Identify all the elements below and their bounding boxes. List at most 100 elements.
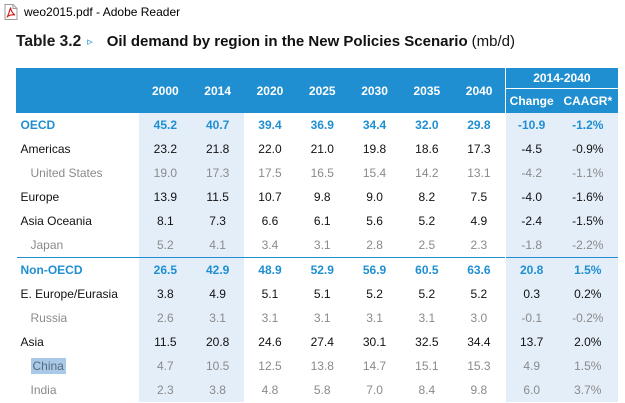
value-cell: 21.0: [310, 142, 334, 156]
region-cell: Asia Oceania: [17, 209, 140, 233]
year-header: 2020: [243, 68, 297, 113]
value-cell: 17.3: [467, 142, 491, 156]
value-cell: 21.8: [191, 137, 244, 161]
region-label: Russia: [30, 311, 68, 325]
value-cell: 36.9: [310, 118, 334, 132]
region-label: Americas: [20, 142, 71, 156]
value-cell: 3.4: [261, 238, 279, 252]
table-row: China 4.7 10.5 12.5 13.8 14.7 15.1 15.3 4.9 1.5%: [17, 354, 618, 378]
caagr-cell: -1.1%: [557, 161, 618, 185]
value-cell: 14.2: [415, 166, 439, 180]
value-cell: 26.5: [139, 257, 192, 282]
value-cell: 10.5: [191, 354, 244, 378]
table-row: India 2.3 3.8 4.8 5.8 7.0 8.4 9.8 6.0 3.7%: [17, 378, 618, 402]
value-cell: 6.1: [313, 214, 331, 228]
change-cell: -2.4: [504, 209, 558, 233]
value-cell: 3.1: [313, 238, 331, 252]
value-cell: 7.5: [470, 190, 488, 204]
value-cell: 3.0: [470, 311, 488, 325]
value-cell: 14.7: [362, 359, 387, 373]
change-cell: 4.9: [504, 354, 558, 378]
table-row: Americas 23.2 21.8 22.0 21.0 19.8 18.6 17.3 -4.5…: [17, 137, 618, 161]
value-cell: 18.6: [415, 142, 439, 156]
region-cell: Asia: [17, 330, 140, 354]
value-cell: 8.2: [418, 190, 436, 204]
value-cell: 42.9: [191, 257, 244, 282]
value-cell: 15.1: [415, 359, 439, 373]
table-row: Japan 5.2 4.1 3.4 3.1 2.8 2.5 2.3 -1.8 -2.2%: [17, 233, 618, 258]
value-cell: 9.8: [313, 190, 331, 204]
year-header: 2040: [452, 68, 506, 113]
change-cell: 0.3: [504, 282, 558, 306]
region-cell: OECD: [17, 113, 140, 137]
value-cell: 22.0: [258, 142, 282, 156]
caagr-cell: -1.6%: [557, 185, 618, 209]
table-row: Non-OECD 26.5 42.9 48.9 52.9 56.9 60.5 63.6 20.8…: [16, 257, 618, 282]
value-cell: 2.8: [366, 238, 383, 252]
value-cell: 5.2: [139, 233, 192, 258]
value-cell: 10.7: [258, 190, 282, 204]
value-cell: 30.1: [362, 335, 387, 349]
region-label: OECD: [20, 118, 56, 132]
value-cell: 15.4: [362, 166, 387, 180]
year-header: 2030: [347, 68, 401, 113]
oil-demand-table: 2000 2014 2020 2025 2030 2035 2040 2014-…: [16, 68, 618, 402]
value-cell: 19.0: [139, 161, 192, 185]
table-heading: Table 3.2 ▹ Oil demand by region in the …: [16, 33, 515, 61]
region-cell: Non-OECD: [16, 257, 140, 282]
value-cell: 2.6: [139, 306, 192, 330]
value-cell: 8.1: [139, 209, 192, 233]
caagr-cell: -1.2%: [557, 113, 618, 137]
table-link-arrow-icon[interactable]: ▹: [87, 36, 93, 48]
region-label: United States: [30, 166, 103, 180]
value-cell: 16.5: [310, 166, 334, 180]
value-cell: 45.2: [139, 113, 192, 137]
range-header: 2014-2040: [504, 68, 618, 89]
caagr-cell: 0.2%: [557, 282, 618, 306]
region-cell: India: [17, 378, 140, 402]
value-cell: 5.8: [313, 383, 331, 397]
value-cell: 3.1: [366, 311, 383, 325]
value-cell: 4.9: [191, 282, 244, 306]
value-cell: 17.3: [191, 161, 244, 185]
region-cell: Japan: [17, 233, 140, 258]
value-cell: 13.1: [467, 166, 491, 180]
year-header: 2014: [190, 68, 244, 113]
value-cell: 56.9: [348, 257, 401, 282]
value-cell: 3.1: [418, 311, 436, 325]
value-cell: 12.5: [258, 359, 282, 373]
region-cell: Europe: [17, 185, 140, 209]
value-cell: 5.2: [418, 214, 436, 228]
year-header: 2035: [400, 68, 453, 113]
value-cell: 32.0: [415, 118, 439, 132]
value-cell: 15.3: [467, 359, 491, 373]
value-cell: 11.5: [139, 330, 192, 354]
value-cell: 5.1: [313, 287, 331, 301]
value-cell: 4.9: [470, 214, 488, 228]
value-cell: 23.2: [139, 137, 192, 161]
region-cell: United States: [17, 161, 140, 185]
caagr-cell: 1.5%: [557, 354, 618, 378]
value-cell: 5.2: [366, 287, 383, 301]
region-label: Japan: [30, 238, 64, 252]
window-title: weo2015.pdf - Adobe Reader: [24, 5, 181, 19]
value-cell: 2.3: [470, 238, 488, 252]
change-cell: -4.5: [504, 137, 558, 161]
region-label: China: [30, 358, 66, 374]
value-cell: 5.6: [366, 214, 383, 228]
table-row: Europe 13.9 11.5 10.7 9.8 9.0 8.2 7.5 -4.0 -1.6%: [17, 185, 618, 209]
year-header: 2000: [138, 68, 192, 113]
value-cell: 8.4: [418, 383, 436, 397]
region-cell: Russia: [17, 306, 140, 330]
value-cell: 3.8: [139, 282, 192, 306]
change-cell: 13.7: [504, 330, 558, 354]
region-label: India: [30, 383, 57, 397]
region-label: Europe: [20, 190, 60, 204]
value-cell: 4.7: [139, 354, 192, 378]
change-cell: -0.1: [504, 306, 558, 330]
change-cell: 6.0: [504, 378, 558, 402]
region-cell: China: [17, 354, 140, 378]
value-cell: 5.2: [418, 287, 436, 301]
value-cell: 3.1: [191, 306, 244, 330]
table-row: Asia 11.5 20.8 24.6 27.4 30.1 32.5 34.4 13.7 2.0%: [17, 330, 618, 354]
